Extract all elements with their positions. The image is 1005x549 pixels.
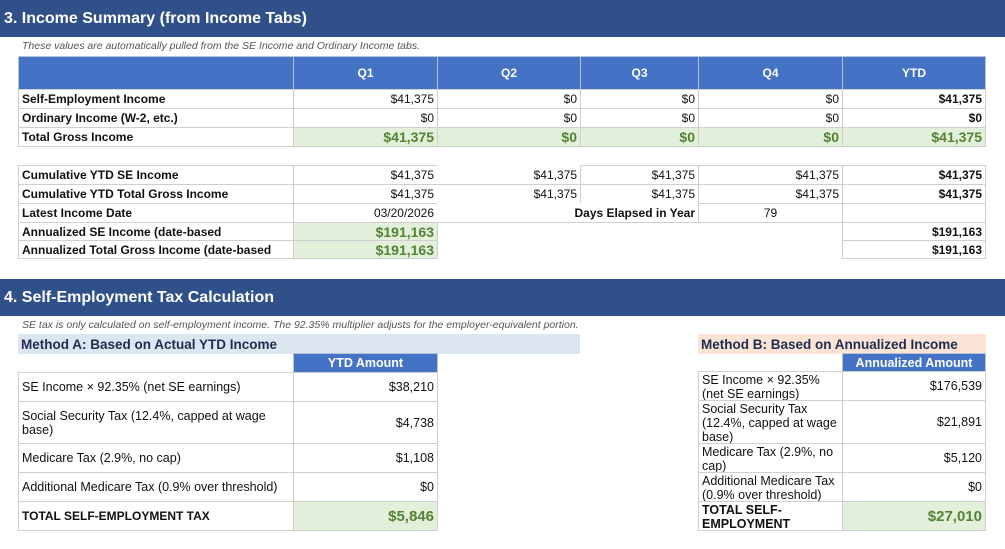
row-label-ordinary-income: Ordinary Income (W-2, etc.) <box>18 108 294 128</box>
method-b-label-social-security: Social Security Tax (12.4%, capped at wa… <box>698 400 843 444</box>
se-income-q2[interactable]: $0 <box>437 89 581 109</box>
method-a-label-additional-medicare: Additional Medicare Tax (0.9% over thres… <box>18 472 294 502</box>
annualized-total-ytd[interactable]: $191,163 <box>842 240 986 259</box>
method-a-value-medicare[interactable]: $1,108 <box>293 443 438 473</box>
section-3-title: 3. Income Summary (from Income Tabs) <box>4 9 307 27</box>
ordinary-income-q1[interactable]: $0 <box>293 108 438 128</box>
cumulative-total-q2[interactable]: $41,375 <box>437 184 581 204</box>
method-a-label-net-se: SE Income × 92.35% (net SE earnings) <box>18 372 294 402</box>
section-4-header: 4. Self-Employment Tax Calculation <box>0 279 1005 316</box>
row-label-annualized-se: Annualized SE Income (date-based <box>18 222 294 241</box>
cumulative-se-ytd[interactable]: $41,375 <box>842 165 986 185</box>
cumulative-total-q3[interactable]: $41,375 <box>580 184 699 204</box>
annualized-se-ytd[interactable]: $191,163 <box>842 222 986 241</box>
section-3-note: These values are automatically pulled fr… <box>22 40 421 52</box>
header-q4: Q4 <box>698 56 843 90</box>
method-b-column-header: Annualized Amount <box>842 353 986 372</box>
method-a-value-net-se[interactable]: $38,210 <box>293 372 438 402</box>
se-income-ytd[interactable]: $41,375 <box>842 89 986 109</box>
method-b-value-total[interactable]: $27,010 <box>842 501 986 531</box>
ordinary-income-q3[interactable]: $0 <box>580 108 699 128</box>
row-label-total-gross: Total Gross Income <box>18 127 294 147</box>
header-blank <box>18 56 294 90</box>
annualized-total-value[interactable]: $191,163 <box>293 240 438 259</box>
cumulative-se-q2[interactable]: $41,375 <box>437 165 581 185</box>
total-gross-ytd[interactable]: $41,375 <box>842 127 986 147</box>
ordinary-income-q4[interactable]: $0 <box>698 108 843 128</box>
row-label-cumulative-se: Cumulative YTD SE Income <box>18 165 294 185</box>
method-a-column-header: YTD Amount <box>293 353 438 373</box>
row-label-cumulative-total: Cumulative YTD Total Gross Income <box>18 184 294 204</box>
total-gross-q1[interactable]: $41,375 <box>293 127 438 147</box>
cumulative-total-q1[interactable]: $41,375 <box>293 184 438 204</box>
method-b-label-medicare: Medicare Tax (2.9%, no cap) <box>698 443 843 473</box>
method-b-value-net-se[interactable]: $176,539 <box>842 371 986 401</box>
method-b-value-additional-medicare[interactable]: $0 <box>842 472 986 502</box>
section-4-title: 4. Self-Employment Tax Calculation <box>4 288 274 306</box>
cumulative-total-ytd[interactable]: $41,375 <box>842 184 986 204</box>
total-gross-q2[interactable]: $0 <box>437 127 581 147</box>
method-a-label-medicare: Medicare Tax (2.9%, no cap) <box>18 443 294 473</box>
cumulative-se-q4[interactable]: $41,375 <box>698 165 843 185</box>
section-3-header: 3. Income Summary (from Income Tabs) <box>0 0 1005 37</box>
cumulative-se-q1[interactable]: $41,375 <box>293 165 438 185</box>
header-ytd: YTD <box>842 56 986 90</box>
method-b-value-social-security[interactable]: $21,891 <box>842 400 986 444</box>
latest-date-ytd-blank <box>842 203 986 223</box>
latest-date-value[interactable]: 03/20/2026 <box>293 203 438 223</box>
method-a-value-additional-medicare[interactable]: $0 <box>293 472 438 502</box>
method-b-title: Method B: Based on Annualized Income <box>698 334 986 354</box>
section-4-note: SE tax is only calculated on self-employ… <box>22 319 579 331</box>
method-a-label-social-security: Social Security Tax (12.4%, capped at wa… <box>18 401 294 444</box>
header-q3: Q3 <box>580 56 699 90</box>
cumulative-se-q3[interactable]: $41,375 <box>580 165 699 185</box>
row-label-latest-date: Latest Income Date <box>18 203 294 223</box>
days-elapsed-label: Days Elapsed in Year <box>437 203 699 223</box>
annualized-se-value[interactable]: $191,163 <box>293 222 438 241</box>
header-q1: Q1 <box>293 56 438 90</box>
se-income-q3[interactable]: $0 <box>580 89 699 109</box>
se-income-q4[interactable]: $0 <box>698 89 843 109</box>
method-b-value-medicare[interactable]: $5,120 <box>842 443 986 473</box>
days-elapsed-value[interactable]: 79 <box>698 203 843 223</box>
total-gross-q3[interactable]: $0 <box>580 127 699 147</box>
header-q2: Q2 <box>437 56 581 90</box>
ordinary-income-q2[interactable]: $0 <box>437 108 581 128</box>
method-a-value-total[interactable]: $5,846 <box>293 501 438 531</box>
se-income-q1[interactable]: $41,375 <box>293 89 438 109</box>
method-b-label-total: TOTAL SELF-EMPLOYMENT <box>698 501 843 531</box>
method-b-label-net-se: SE Income × 92.35% (net SE earnings) <box>698 371 843 401</box>
method-a-title: Method A: Based on Actual YTD Income <box>18 334 580 354</box>
method-a-value-social-security[interactable]: $4,738 <box>293 401 438 444</box>
method-a-label-total: TOTAL SELF-EMPLOYMENT TAX <box>18 501 294 531</box>
method-b-label-additional-medicare: Additional Medicare Tax (0.9% over thres… <box>698 472 843 502</box>
total-gross-q4[interactable]: $0 <box>698 127 843 147</box>
row-label-se-income: Self-Employment Income <box>18 89 294 109</box>
cumulative-total-q4[interactable]: $41,375 <box>698 184 843 204</box>
ordinary-income-ytd[interactable]: $0 <box>842 108 986 128</box>
row-label-annualized-total: Annualized Total Gross Income (date-base… <box>18 240 294 259</box>
